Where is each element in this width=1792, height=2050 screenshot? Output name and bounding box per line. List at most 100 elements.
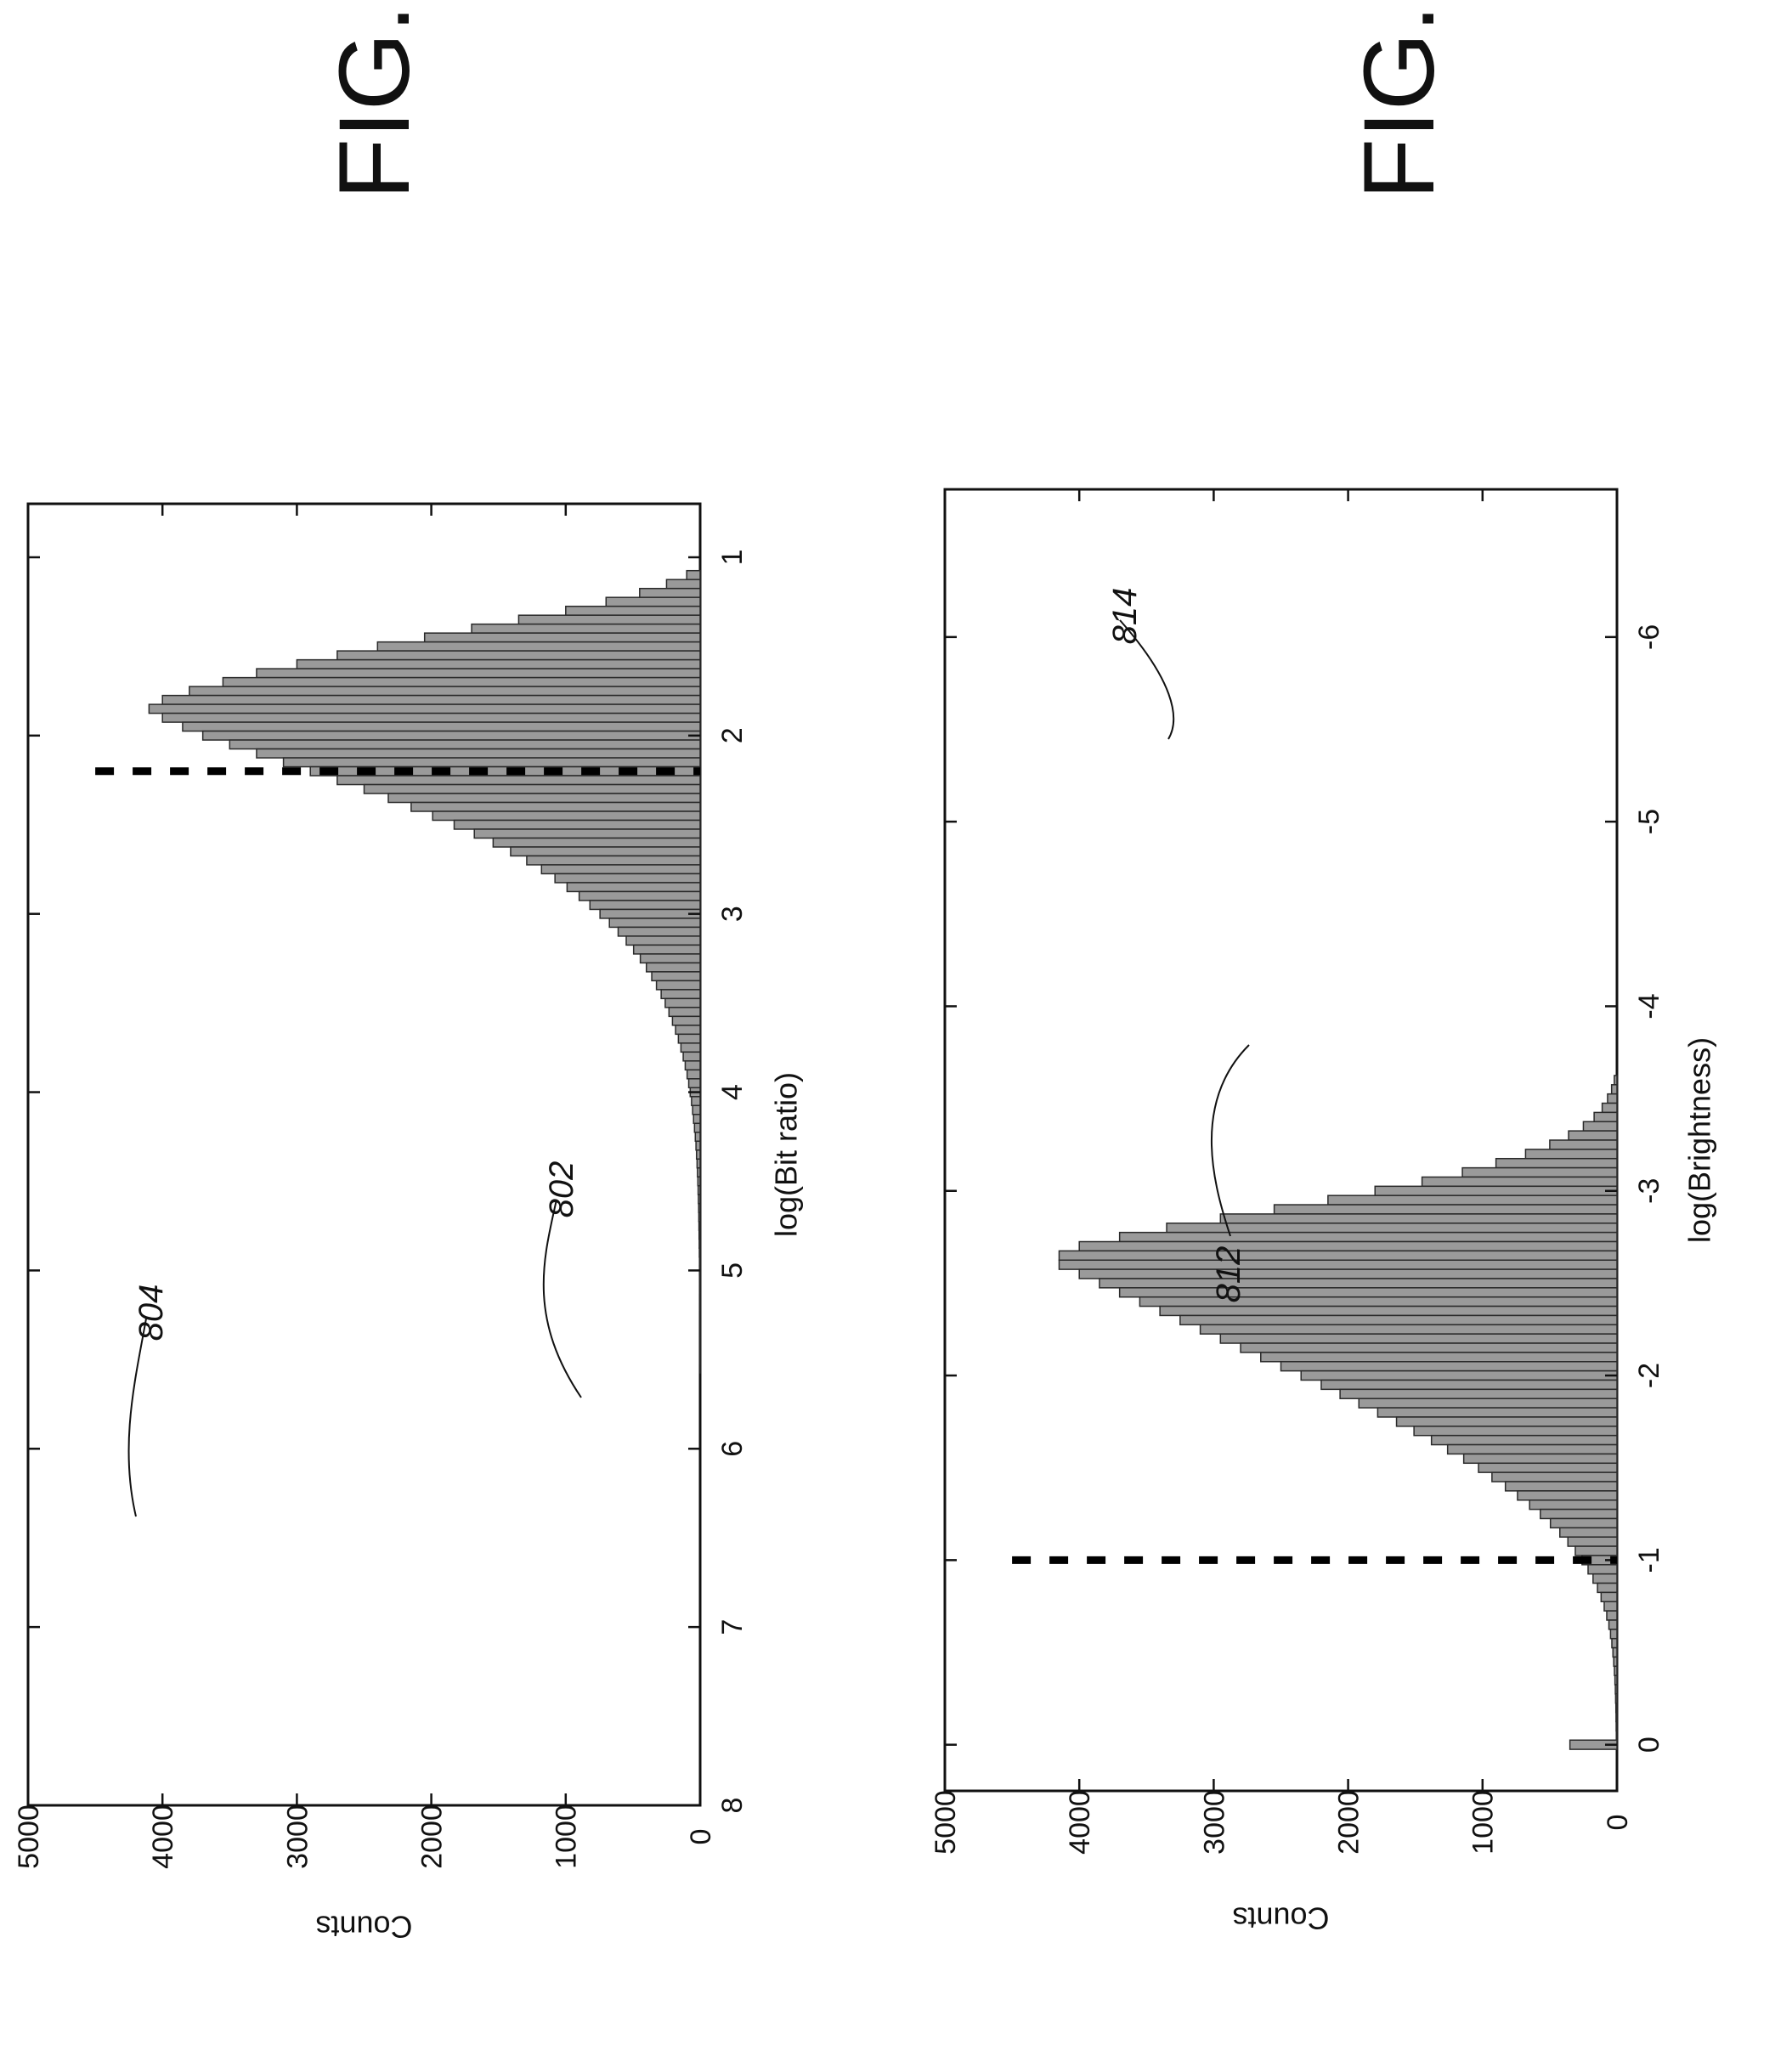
reference-numeral: 804 [133, 1285, 170, 1341]
histogram-fig-8b: -6-5-4-3-2-10010002000300040005000log(Br… [930, 489, 1717, 1935]
histogram-bar [518, 615, 700, 624]
histogram-bar [697, 1150, 700, 1159]
histogram-bar [1575, 1546, 1617, 1556]
histogram-bar [696, 1141, 700, 1149]
histogram-bar [1518, 1491, 1617, 1500]
y-tick-label: 0 [685, 1829, 717, 1845]
y-tick-label: 1000 [1467, 1790, 1500, 1855]
histogram-bar [699, 1284, 700, 1292]
x-tick-label: -5 [1633, 809, 1665, 834]
histogram-bar [1603, 1104, 1617, 1113]
x-tick-label: 8 [716, 1798, 749, 1814]
histogram-bar [579, 891, 700, 900]
histogram-bar [1377, 1408, 1617, 1417]
histogram-bar [699, 1257, 700, 1266]
histogram-bar [1607, 1611, 1617, 1620]
histogram-bar [698, 1168, 700, 1177]
histogram-bar [1568, 1537, 1617, 1546]
histogram-bar [1220, 1214, 1617, 1223]
histogram-bar [411, 803, 700, 811]
y-tick-label: 0 [1602, 1815, 1634, 1831]
histogram-bar [698, 1186, 700, 1194]
histogram-bar [1615, 1685, 1617, 1694]
histogram-bar [1616, 1722, 1617, 1731]
histogram-bar [555, 873, 700, 882]
reference-numeral: 814 [1106, 588, 1144, 645]
histogram-bar [297, 660, 700, 669]
histogram-bar [1609, 1620, 1617, 1629]
reference-numeral: 802 [543, 1161, 580, 1218]
histogram-bar [590, 901, 700, 909]
histogram-bar [1220, 1334, 1617, 1343]
histogram-bar [606, 597, 700, 606]
histogram-bar [1594, 1112, 1617, 1121]
histogram-bar [641, 954, 700, 963]
histogram-bar [1615, 1675, 1617, 1685]
x-tick-label: -6 [1633, 624, 1665, 650]
x-tick-label: 3 [716, 906, 749, 922]
histogram-bar [1328, 1195, 1617, 1205]
annotation-leader-line [1212, 1045, 1249, 1236]
histogram-bar [1614, 1666, 1617, 1675]
histogram-bar [1616, 1731, 1617, 1740]
x-tick-label: 6 [716, 1441, 749, 1457]
x-axis-label: log(Bit ratio) [769, 1072, 804, 1237]
histogram-bar [698, 1177, 700, 1185]
histogram-bar [698, 1212, 700, 1221]
histogram-bar [454, 821, 700, 829]
histogram-bar [1560, 1528, 1617, 1537]
histogram-bar [661, 990, 700, 998]
histogram-bar [681, 1043, 700, 1052]
x-tick-label: 2 [716, 727, 749, 743]
histogram-bar [541, 865, 700, 873]
histogram-bar [1540, 1510, 1617, 1519]
histogram-bar [1608, 1094, 1617, 1104]
y-tick-label: 2000 [1333, 1790, 1365, 1855]
histogram-bar [1201, 1324, 1617, 1334]
x-tick-label: 0 [1633, 1737, 1665, 1753]
histogram-bar [1359, 1398, 1617, 1408]
histogram-bar [698, 1194, 700, 1203]
histogram-bar [1615, 1694, 1617, 1703]
histogram-bar [657, 980, 700, 989]
x-tick-label: -3 [1633, 1178, 1665, 1204]
histogram-bar [284, 758, 700, 766]
histogram-bar [695, 1132, 700, 1141]
histogram-bar [640, 589, 700, 597]
annotation-leader-line [544, 1200, 581, 1398]
histogram-bar [1375, 1186, 1617, 1195]
histogram-bar [692, 1097, 700, 1105]
histogram-bar [1604, 1601, 1617, 1611]
histogram-bar [1462, 1168, 1617, 1177]
histogram-bar [1301, 1371, 1617, 1381]
histogram-bar [1448, 1445, 1617, 1454]
y-tick-label: 5000 [930, 1790, 962, 1855]
histogram-bar [1241, 1343, 1617, 1353]
x-tick-label: 1 [716, 549, 749, 565]
histogram-bar [1321, 1380, 1617, 1389]
histogram-bar [1612, 1639, 1617, 1648]
histogram-bar [1525, 1149, 1617, 1159]
histogram-bar [1492, 1472, 1617, 1482]
histogram-bar [1588, 1565, 1617, 1574]
histogram-bar [1529, 1500, 1617, 1510]
histogram-bar [1340, 1389, 1617, 1398]
histogram-bar [1261, 1353, 1617, 1362]
y-tick-label: 3000 [281, 1804, 314, 1869]
histogram-bar [388, 793, 700, 802]
histogram-bar [699, 1230, 700, 1239]
x-tick-label: 7 [716, 1619, 749, 1635]
y-tick-label: 4000 [1064, 1790, 1096, 1855]
histogram-bar [652, 972, 700, 980]
histogram-bar [1100, 1279, 1617, 1288]
histogram-bar [699, 1240, 700, 1248]
histogram-bar [162, 714, 700, 722]
histogram-bar [1079, 1242, 1617, 1251]
y-tick-label: 3000 [1198, 1790, 1230, 1855]
histogram-bar [1616, 1713, 1617, 1722]
y-tick-label: 2000 [416, 1804, 449, 1869]
histogram-bar [1569, 1131, 1617, 1140]
histogram-bar [257, 749, 700, 758]
y-tick-label: 5000 [13, 1804, 45, 1869]
